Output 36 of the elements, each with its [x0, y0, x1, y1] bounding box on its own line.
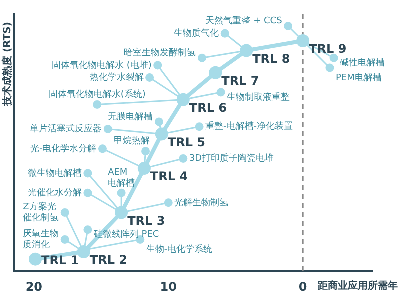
x-tick-label: 10	[160, 280, 177, 294]
annotation: TRL 8	[252, 52, 290, 66]
annotation: 固体氧化物电解水(系统)	[48, 89, 146, 100]
annotation: 暗室生物发酵制氢	[124, 48, 196, 59]
x-axis-title: 距商业应用所需年	[317, 280, 398, 292]
annotation: PEM电解槽	[336, 72, 382, 84]
annotation: TRL 5	[168, 135, 206, 150]
annotation: 生物-电化学系统	[146, 244, 213, 256]
annotation: 微生物电解槽	[28, 168, 82, 179]
annotation: 厌氧生物质消化	[23, 228, 60, 251]
annotation: 固体氧化物电解水 (电堆)	[52, 60, 152, 71]
annotation: 单片活塞式反应器	[30, 124, 102, 135]
annotation: TRL 3	[128, 214, 166, 228]
annotation: 重整-电解槽-净化装置	[206, 121, 294, 132]
y-axis-title: 技术成熟度 (RTS)	[2, 22, 14, 107]
annotation: Z方案光催化制氢	[23, 202, 60, 224]
annotation: TRL 1	[42, 254, 80, 268]
annotation: 光解生物制氢	[174, 197, 229, 208]
annotation: 生物制取液重整	[227, 92, 290, 103]
x-tick-label: 0	[298, 280, 308, 294]
annotation: 热化学水裂解	[90, 72, 144, 84]
annotation: TRL 2	[90, 253, 128, 268]
annotation: 光催化水分解	[28, 187, 82, 198]
annotation: 无膜电解槽	[108, 111, 154, 122]
annotation: 3D打印质子陶瓷电堆	[189, 153, 274, 164]
annotation: TRL 4	[150, 170, 188, 184]
annotation: 碱性电解槽	[340, 58, 386, 69]
annotation: AEM电解槽	[108, 168, 136, 189]
annotation: TRL 6	[189, 100, 228, 115]
annotation: TRL 9	[309, 42, 347, 56]
x-tick-label: 20	[26, 280, 43, 294]
annotation: TRL 7	[222, 74, 260, 88]
annotation: 光-电化学水分解	[30, 143, 97, 154]
annotation: 生物质气化	[174, 28, 220, 39]
annotation: 甲烷热解	[114, 136, 150, 147]
annotation: 天然气重整 + CCS	[206, 16, 283, 27]
